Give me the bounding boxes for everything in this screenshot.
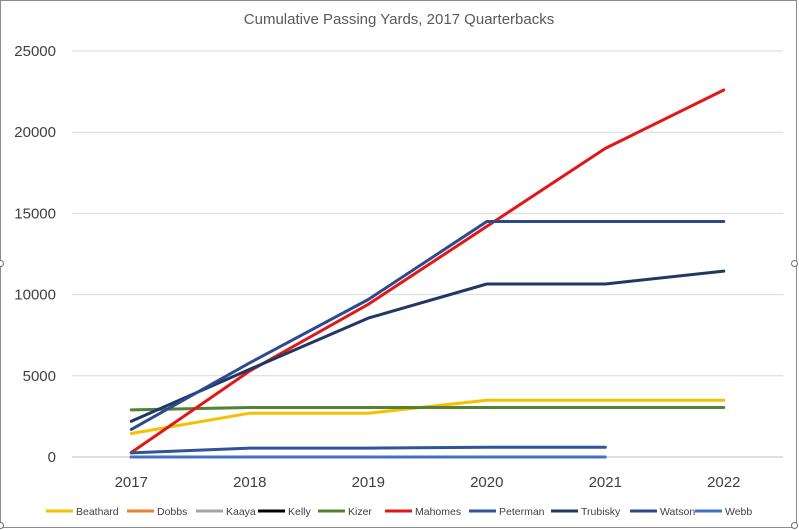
legend-label-beathard: Beathard <box>76 506 119 518</box>
x-tick-label: 2019 <box>352 474 385 491</box>
legend-label-peterman: Peterman <box>499 506 545 518</box>
x-tick-label: 2020 <box>470 474 503 491</box>
series-lines <box>129 88 726 459</box>
legend-label-mahomes: Mahomes <box>415 506 461 518</box>
x-axis-ticks: 2017 2018 2019 2020 2021 2022 <box>115 474 741 491</box>
resize-handle-bottom-right[interactable] <box>791 522 798 529</box>
x-tick-label: 2018 <box>233 474 266 491</box>
legend-label-kaaya: Kaaya <box>226 506 256 518</box>
x-tick-label: 2021 <box>589 474 622 491</box>
series-line-peterman <box>129 445 607 455</box>
chart-title: Cumulative Passing Yards, 2017 Quarterba… <box>244 11 554 28</box>
y-tick-label: 20000 <box>14 124 56 141</box>
y-tick-label: 5000 <box>23 368 56 385</box>
series-line-mahomes <box>129 88 726 454</box>
resize-handle-right[interactable] <box>791 260 798 267</box>
legend-label-dobbs: Dobbs <box>157 506 187 518</box>
legend-label-kizer: Kizer <box>348 506 372 518</box>
y-tick-label: 25000 <box>14 43 56 60</box>
x-tick-label: 2022 <box>707 474 740 491</box>
series-line-watson <box>129 220 726 431</box>
legend-label-trubisky: Trubisky <box>581 506 621 518</box>
resize-handle-bottom-left[interactable] <box>0 522 4 529</box>
resize-handle-left[interactable] <box>0 260 4 267</box>
series-line-kizer <box>129 406 726 412</box>
legend-label-webb: Webb <box>725 506 752 518</box>
y-tick-label: 10000 <box>14 287 56 304</box>
y-tick-label: 15000 <box>14 205 56 222</box>
series-line-beathard <box>129 398 726 435</box>
legend-label-kelly: Kelly <box>288 506 312 518</box>
y-tick-label: 0 <box>48 449 56 466</box>
legend: Beathard Dobbs Kaaya Kelly Kizer Mahomes Peter… <box>46 506 752 518</box>
y-axis-ticks: 0 5000 10000 15000 20000 25000 <box>14 43 56 466</box>
x-tick-label: 2017 <box>115 474 148 491</box>
legend-label-watson: Watson <box>660 506 695 518</box>
series-line-trubisky <box>129 269 726 423</box>
gridlines <box>72 50 783 458</box>
